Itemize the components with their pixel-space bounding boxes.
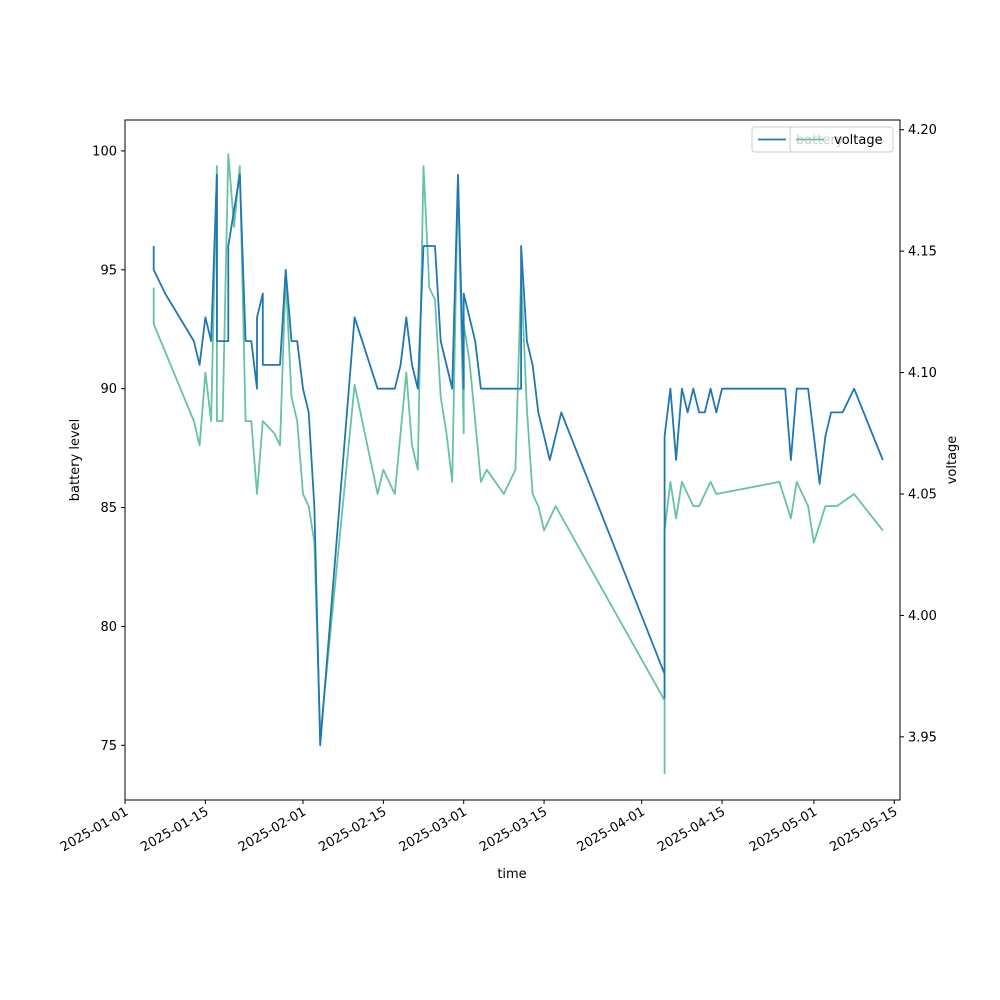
- x-axis-label: time: [497, 867, 526, 882]
- x-tick-label: 2025-02-01: [236, 804, 309, 855]
- right-y-axis-label: voltage: [945, 436, 960, 485]
- left-y-tick-label: 80: [100, 620, 117, 635]
- right-y-tick-label: 4.00: [908, 609, 937, 624]
- x-tick-label: 2025-01-01: [58, 804, 131, 855]
- right-y-tick-label: 4.10: [908, 366, 937, 381]
- right-y-axis: 3.95 4.00 4.05 4.10 4.15 4.20: [900, 123, 937, 745]
- right-y-tick-label: 3.95: [908, 730, 937, 745]
- right-y-tick-label: 4.20: [908, 123, 937, 138]
- plot-frame: [124, 119, 901, 801]
- x-tick-label: 2025-02-15: [316, 804, 389, 855]
- x-tick-label: 2025-04-15: [655, 804, 728, 855]
- left-y-axis-label: battery level: [68, 419, 83, 502]
- left-y-tick-label: 85: [100, 501, 117, 516]
- right-y-tick-label: 4.15: [908, 245, 937, 260]
- x-tick-label: 2025-01-15: [138, 804, 211, 855]
- series-line-battery: [152, 173, 884, 747]
- x-tick-label: 2025-05-15: [827, 804, 900, 855]
- legend-box: [789, 126, 894, 153]
- x-tick-label: 2025-03-01: [397, 804, 470, 855]
- left-y-tick-label: 95: [100, 263, 117, 278]
- series-line-voltage: [152, 153, 884, 775]
- left-y-tick-label: 75: [100, 739, 117, 754]
- right-y-tick-label: 4.05: [908, 488, 937, 503]
- left-y-tick-label: 90: [100, 382, 117, 397]
- x-axis: 2025-01-01 2025-01-15 2025-02-01 2025-02-15…: [58, 800, 900, 855]
- legend-label: voltage: [834, 133, 883, 148]
- left-y-axis: 75 80 85 90 95 100: [92, 144, 125, 754]
- x-tick-label: 2025-03-15: [477, 804, 550, 855]
- legend: batteryvoltage: [751, 126, 894, 153]
- left-y-tick-label: 100: [92, 144, 117, 159]
- x-tick-label: 2025-05-01: [747, 804, 820, 855]
- series-layer: [152, 153, 884, 775]
- x-tick-label: 2025-04-01: [575, 804, 648, 855]
